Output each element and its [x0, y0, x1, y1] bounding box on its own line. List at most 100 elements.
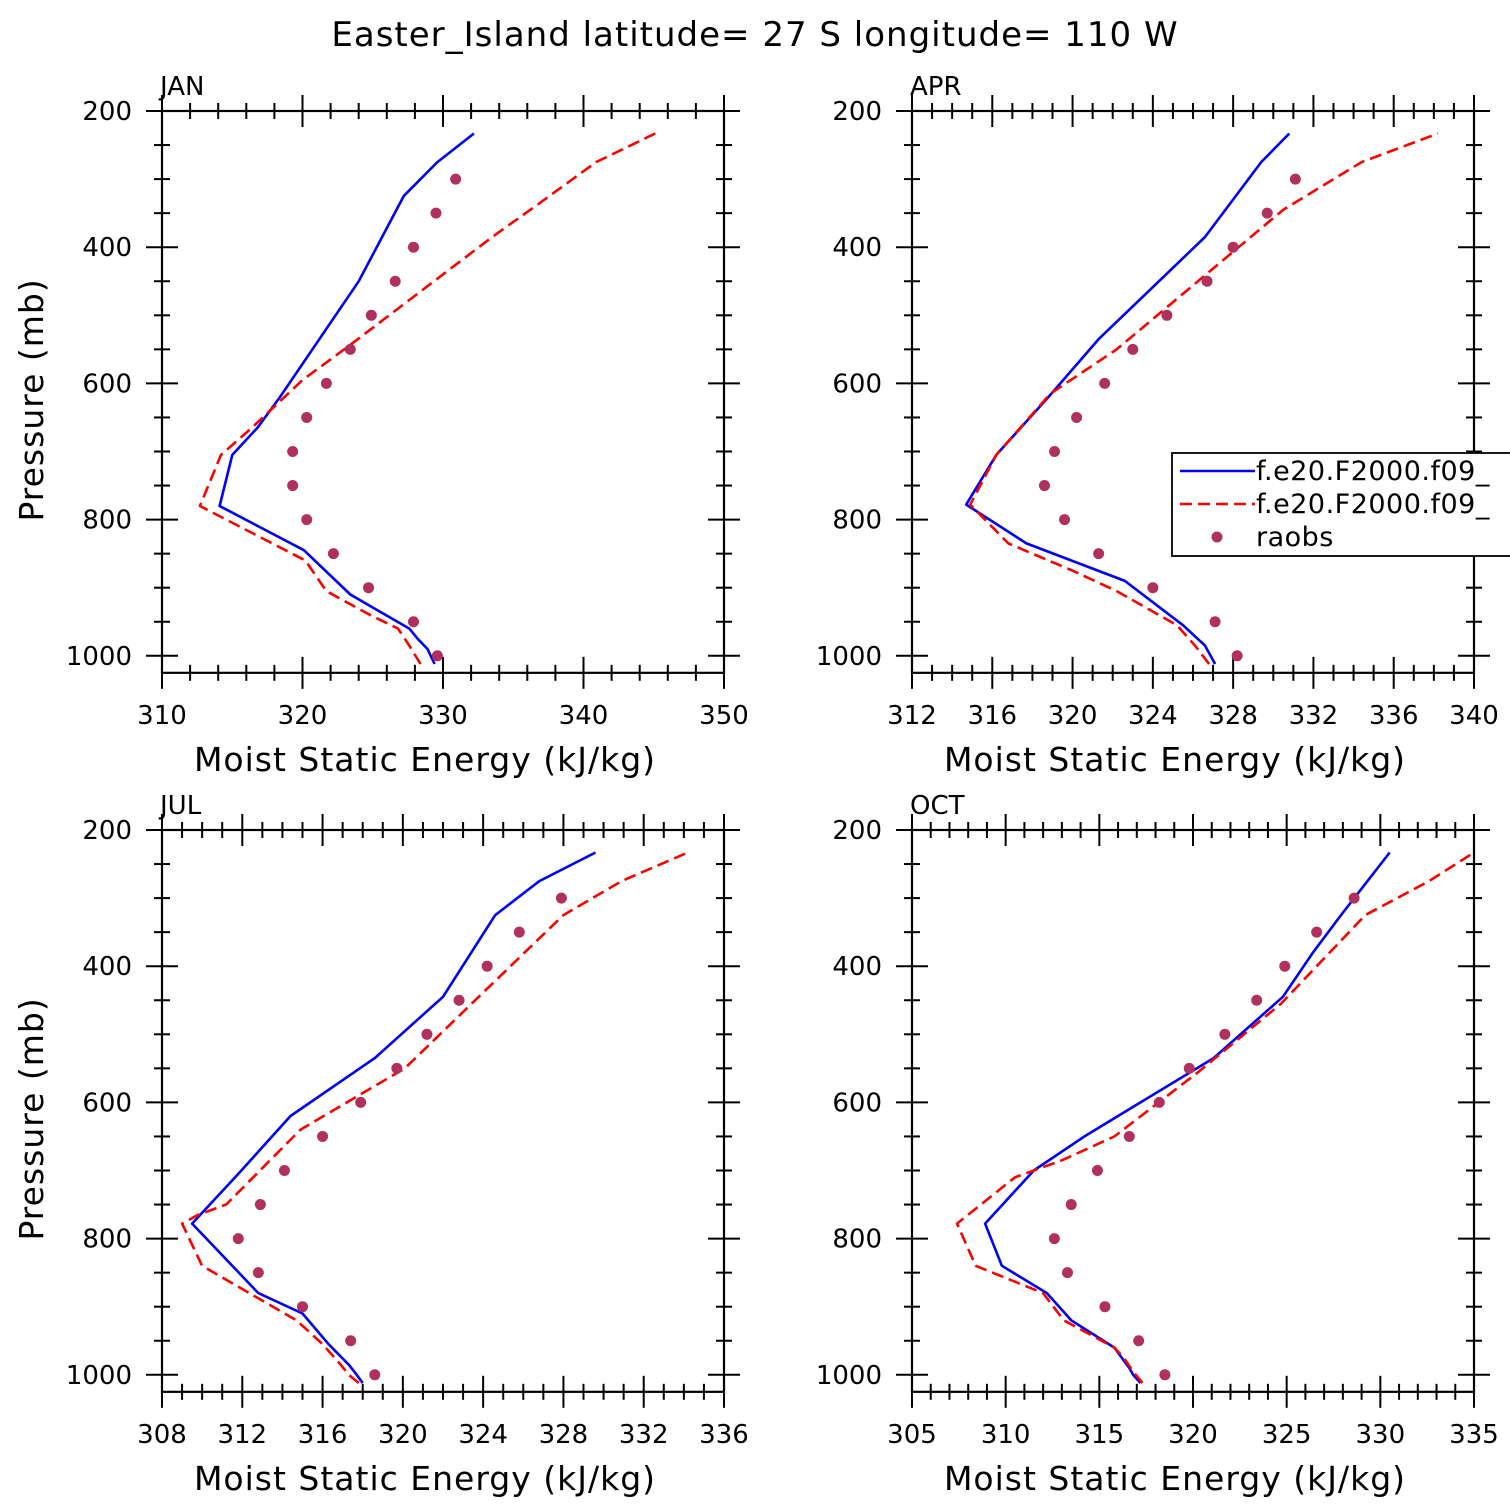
x-tick-label: 325 [1262, 1420, 1312, 1450]
y-tick-label: 1000 [816, 1361, 882, 1391]
raobs-point [513, 926, 525, 938]
plot-frame [910, 109, 1476, 674]
raobs-point [369, 1369, 381, 1381]
raobs-point [317, 1130, 329, 1142]
raobs-point [431, 650, 443, 662]
x-tick-label: 324 [458, 1420, 508, 1450]
x-tick-label: 320 [278, 701, 328, 731]
plot-frame [910, 828, 1476, 1393]
x-axis-label: Moist Static Energy (kJ/kg) [194, 1459, 656, 1498]
raobs-point [252, 1267, 264, 1279]
raobs-point [232, 1233, 244, 1245]
raobs-point [407, 616, 419, 628]
y-tick-label: 200 [82, 97, 132, 127]
raobs-point [430, 207, 442, 219]
y-tick-label: 1000 [66, 1361, 132, 1391]
legend: f.e20.F2000.f09_f.e20.F2000.f09_raobs [1171, 452, 1510, 557]
y-tick-label: 600 [82, 1088, 132, 1118]
y-tick-label: 600 [82, 369, 132, 399]
y-tick-label: 800 [832, 506, 882, 536]
x-tick-label: 310 [137, 701, 187, 731]
raobs-point [1127, 343, 1139, 355]
raobs-point [1147, 582, 1159, 594]
x-tick-label: 312 [217, 1420, 267, 1450]
raobs-point [297, 1301, 308, 1313]
raobs-point [287, 480, 299, 492]
x-tick-label: 320 [1168, 1420, 1218, 1450]
y-tick-label: 200 [832, 97, 882, 127]
raobs-point [345, 1335, 357, 1347]
x-tick-label: 316 [298, 1420, 348, 1450]
raobs-point [365, 309, 377, 321]
x-tick-label: 335 [1449, 1420, 1499, 1450]
figure-title: Easter_Island latitude= 27 S longitude= … [331, 15, 1178, 55]
plot-frame [160, 109, 726, 674]
raobs-point [1201, 275, 1213, 287]
y-tick-label: 400 [832, 233, 882, 263]
raobs-point [1311, 926, 1323, 938]
x-tick-label: 316 [967, 701, 1017, 731]
legend-label: f.e20.F2000.f09_ [1256, 489, 1490, 520]
y-tick-label: 800 [82, 1225, 132, 1255]
legend-label: f.e20.F2000.f09_ [1256, 456, 1490, 487]
x-tick-label: 320 [378, 1420, 428, 1450]
raobs-point [1348, 892, 1360, 904]
raobs-point [254, 1199, 266, 1211]
raobs-point [1099, 377, 1111, 389]
x-axis-label: Moist Static Energy (kJ/kg) [944, 740, 1406, 779]
raobs-point [1231, 650, 1243, 662]
x-tick-label: 312 [887, 701, 937, 731]
y-tick-label: 800 [82, 506, 132, 536]
raobs-point [1159, 1369, 1171, 1381]
raobs-point [301, 514, 313, 526]
series-line-solid [983, 851, 1391, 1384]
raobs-point [327, 548, 339, 560]
raobs-point [1091, 1165, 1103, 1176]
raobs-point [1065, 1199, 1077, 1211]
raobs-point [363, 582, 375, 594]
raobs-point [481, 960, 493, 972]
raobs-point [301, 411, 313, 423]
raobs-point [1219, 1028, 1231, 1040]
x-tick-label: 320 [1048, 701, 1098, 731]
raobs-point [1289, 173, 1301, 185]
raobs-point [450, 173, 462, 185]
y-tick-label: 1000 [66, 642, 132, 672]
x-tick-label: 328 [539, 1420, 589, 1450]
x-tick-label: 308 [137, 1420, 187, 1450]
y-tick-label: 600 [832, 369, 882, 399]
raobs-point [1133, 1335, 1145, 1347]
y-tick-label: 800 [832, 1225, 882, 1255]
raobs-point [278, 1165, 290, 1176]
x-tick-label: 315 [1075, 1420, 1125, 1450]
raobs-point [1038, 480, 1050, 492]
x-axis-label: Moist Static Energy (kJ/kg) [194, 740, 656, 779]
raobs-point [1049, 446, 1061, 457]
series-line-solid [964, 132, 1291, 665]
x-tick-label: 340 [1449, 701, 1499, 731]
x-axis-label: Moist Static Energy (kJ/kg) [944, 1459, 1406, 1498]
panel-label: JUL [158, 791, 202, 821]
panel-label: JAN [158, 72, 204, 102]
raobs-point [391, 1062, 403, 1074]
raobs-point [1048, 1233, 1060, 1245]
raobs-point [407, 241, 419, 253]
y-tick-label: 400 [82, 233, 132, 263]
raobs-point [355, 1096, 367, 1108]
x-tick-label: 310 [981, 1420, 1031, 1450]
panel-label: APR [910, 72, 962, 102]
x-tick-label: 330 [418, 701, 468, 731]
series-line-dashed [180, 851, 689, 1385]
series-line-dashed [198, 132, 656, 665]
x-tick-label: 330 [1356, 1420, 1406, 1450]
series-line-dashed [968, 132, 1439, 665]
raobs-point [1183, 1062, 1195, 1074]
raobs-point [1059, 514, 1071, 526]
plot-frame [160, 828, 726, 1393]
x-tick-label: 305 [887, 1420, 937, 1450]
x-tick-label: 340 [559, 701, 609, 731]
